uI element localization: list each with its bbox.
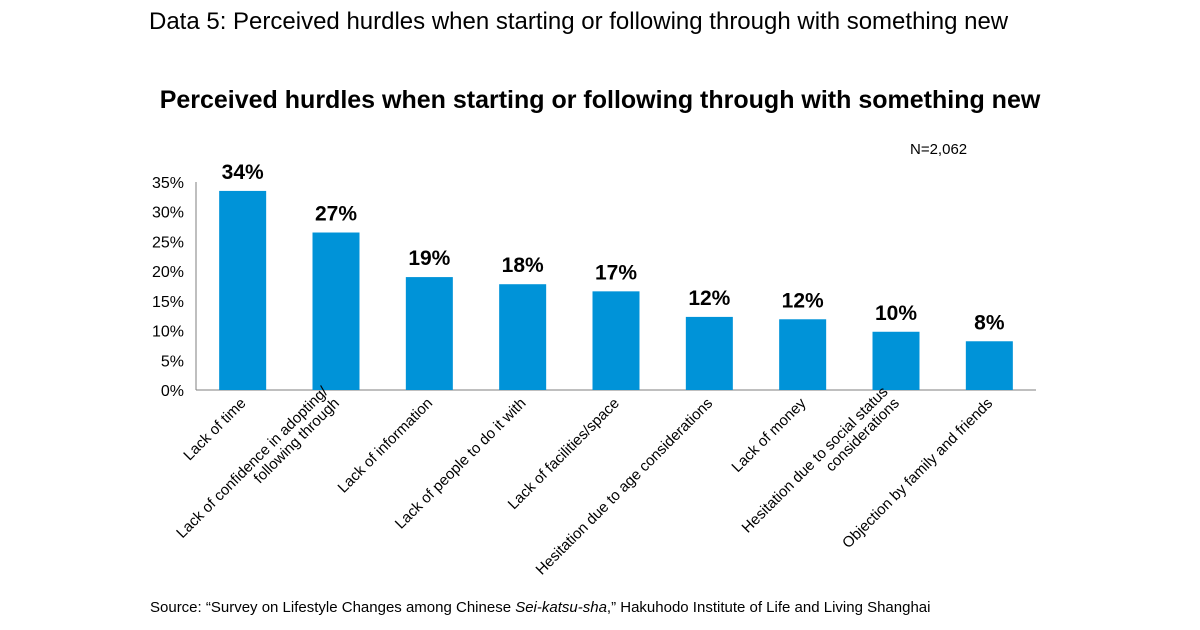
data-label: 10% <box>875 302 917 325</box>
category-label: Lack of confidence in adopting/following… <box>173 383 343 553</box>
bar <box>405 277 453 390</box>
category-label-line: Lack of information <box>335 395 437 497</box>
bar <box>965 341 1013 390</box>
sample-size-label: N=2,062 <box>910 141 968 158</box>
y-tick-label: 0% <box>161 383 184 400</box>
category-label-line: Lack of time <box>180 395 249 464</box>
page-title: Data 5: Perceived hurdles when starting … <box>149 8 1009 35</box>
y-tick-label: 10% <box>152 324 184 341</box>
category-label-line: Lack of money <box>728 394 809 475</box>
data-label: 27% <box>315 203 357 226</box>
bar <box>872 331 920 390</box>
bar <box>312 232 360 390</box>
data-label: 17% <box>595 261 637 284</box>
data-label: 12% <box>782 289 824 312</box>
data-labels: 34% 27% 19% 18% 17% 12% 12% 10% 8% <box>222 161 1005 334</box>
bar <box>499 284 547 390</box>
bar <box>779 319 827 390</box>
y-tick-label: 25% <box>152 234 184 251</box>
data-label: 19% <box>408 247 450 270</box>
y-tick-label: 15% <box>152 294 184 311</box>
bar <box>685 316 733 390</box>
category-label: Hesitation due to age considerations <box>533 395 717 579</box>
source-italic: Sei-katsu-sha <box>515 599 607 616</box>
data-label: 12% <box>688 287 730 310</box>
y-axis: 0% 5% 10% 15% 20% 25% 30% 35% <box>152 175 197 400</box>
category-label-line: Lack of confidence in adopting/ <box>173 383 332 542</box>
source-suffix: ,” Hakuhodo Institute of Life and Living… <box>606 599 931 616</box>
chart-title: Perceived hurdles when starting or follo… <box>159 86 1041 114</box>
data-label: 34% <box>222 161 264 184</box>
y-tick-label: 20% <box>152 264 184 281</box>
category-label: Lack of time <box>180 395 249 464</box>
bars <box>219 190 1013 390</box>
y-tick-label: 35% <box>152 175 184 192</box>
source-note: Source: “Survey on Lifestyle Changes amo… <box>150 598 930 618</box>
category-label-line: Hesitation due to age considerations <box>533 395 717 579</box>
category-label: Lack of information <box>335 395 437 497</box>
bar <box>219 190 267 390</box>
y-tick-label: 5% <box>161 353 184 370</box>
source-prefix: Source: “Survey on Lifestyle Changes amo… <box>150 599 516 616</box>
data-label: 18% <box>502 254 544 277</box>
category-label: Lack of money <box>728 394 809 475</box>
data-label: 8% <box>974 311 1005 334</box>
y-tick-label: 30% <box>152 205 184 222</box>
bar <box>592 291 640 390</box>
